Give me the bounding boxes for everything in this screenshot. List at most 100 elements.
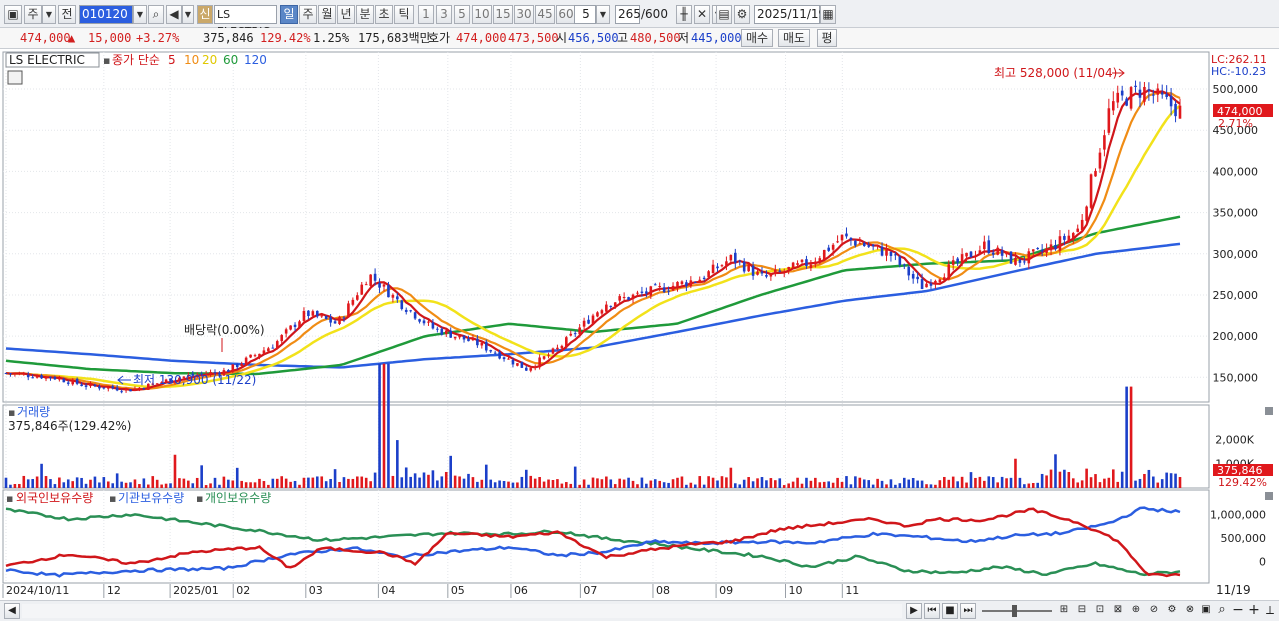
search-icon[interactable]: ⌕ <box>148 5 164 24</box>
candle-body <box>324 315 328 319</box>
stock-chart[interactable]: 500,000 450,000 400,000 350,000 300,000 250,0… <box>0 50 1279 621</box>
candle-body <box>391 294 395 298</box>
settings-icon[interactable]: ⚙ <box>1167 604 1177 615</box>
volume-bar <box>956 481 959 488</box>
interval-10[interactable]: 10 <box>472 5 492 24</box>
fit-icon[interactable]: ⟂ <box>1265 603 1274 617</box>
volume-bar <box>902 477 906 488</box>
speaker-dropdown-icon[interactable]: ▼ <box>182 5 194 24</box>
tab-day[interactable]: 일 <box>280 5 298 24</box>
tab-week[interactable]: 주 <box>299 5 317 24</box>
volume-bar <box>258 478 261 488</box>
volume-bar <box>1174 473 1177 488</box>
candle-body <box>618 296 621 301</box>
candle-body <box>840 234 844 241</box>
prev-button[interactable]: 전 <box>58 5 76 24</box>
buy-button[interactable]: 매수 <box>741 29 773 47</box>
save-icon[interactable]: ▤ <box>716 5 732 24</box>
average-button[interactable]: 평 <box>817 29 837 47</box>
period-dropdown-icon[interactable]: ▼ <box>42 5 56 24</box>
sell-button[interactable]: 매도 <box>778 29 810 47</box>
candle-body <box>444 330 448 334</box>
interval-dropdown-icon[interactable]: ▼ <box>596 5 610 24</box>
interval-input[interactable]: 5 <box>574 5 596 24</box>
volume-bar <box>516 482 519 488</box>
stock-code-input[interactable]: 010120 <box>79 5 133 24</box>
volume-bar <box>4 477 8 488</box>
volume-bar <box>444 471 448 488</box>
candle-body <box>209 372 212 375</box>
interval-15[interactable]: 15 <box>493 5 513 24</box>
pin-icon[interactable]: ⊗ <box>1185 604 1195 615</box>
indicator-icon[interactable]: ⊕ <box>1131 604 1141 615</box>
candle-body <box>756 271 759 275</box>
volume-bar <box>667 482 670 488</box>
stop-icon[interactable]: ■ <box>942 603 958 619</box>
scroll-right-icon[interactable]: ▶ <box>906 603 922 619</box>
volume-bar <box>1080 480 1084 488</box>
volume-bar <box>520 476 524 488</box>
zoom-out-icon[interactable]: − <box>1232 602 1244 618</box>
candle-body <box>938 279 942 283</box>
calc-icon[interactable] <box>7 70 23 85</box>
interval-60[interactable]: 60 <box>556 5 576 24</box>
zoom-search-icon[interactable]: ⌕ <box>1218 602 1226 617</box>
calendar-icon[interactable]: ▦ <box>820 5 836 24</box>
candle-body <box>138 387 141 390</box>
candle-body <box>106 387 110 389</box>
date-input[interactable]: 2025/11/19 <box>754 5 826 24</box>
candle-body <box>258 353 261 357</box>
export-icon[interactable]: ⊠ <box>1113 604 1123 615</box>
layout-icon[interactable]: ▣ <box>4 5 22 24</box>
volume-bar <box>1160 479 1164 488</box>
volume-bar <box>209 483 212 488</box>
x-tick-label: 03 <box>309 584 323 597</box>
interval-1[interactable]: 1 <box>418 5 434 24</box>
interval-30[interactable]: 30 <box>514 5 534 24</box>
volume-bar <box>867 480 871 488</box>
tab-month[interactable]: 월 <box>318 5 336 24</box>
x-tick-label: 12 <box>107 584 121 597</box>
compare-icon[interactable]: ⊟ <box>1077 604 1087 615</box>
volume-bar <box>289 481 292 488</box>
bid-price: 473,500 <box>508 31 559 45</box>
new-button[interactable]: 신 <box>197 5 213 24</box>
volume-bar <box>974 477 977 488</box>
tab-minute[interactable]: 분 <box>356 5 374 24</box>
zoom-slider-handle[interactable] <box>1012 605 1017 617</box>
scroll-track[interactable] <box>22 604 902 618</box>
interval-5[interactable]: 5 <box>454 5 470 24</box>
scroll-left-icon[interactable]: ◀ <box>4 603 20 619</box>
overlay-icon[interactable]: ⊡ <box>1095 604 1105 615</box>
count-input[interactable]: 265 <box>615 5 641 24</box>
holding-panel-close-icon[interactable] <box>1265 492 1273 500</box>
candle-body <box>9 373 12 375</box>
rewind-icon[interactable]: ⏮ <box>924 603 940 619</box>
tab-year[interactable]: 년 <box>337 5 355 24</box>
zoom-slider[interactable] <box>982 610 1052 612</box>
volume-bar <box>280 476 284 488</box>
volume-bar <box>253 482 257 488</box>
volume-bar <box>662 482 666 488</box>
tab-second[interactable]: 초 <box>375 5 393 24</box>
period-button[interactable]: 주 <box>24 5 42 24</box>
code-dropdown-icon[interactable]: ▼ <box>133 5 147 24</box>
chart-type-icon[interactable]: ⊞ <box>1059 604 1069 615</box>
speaker-icon[interactable]: ◀ <box>166 5 182 24</box>
forward-icon[interactable]: ⏭ <box>960 603 976 619</box>
lock-icon[interactable]: ⊘ <box>1149 604 1159 615</box>
volume-bar <box>26 479 30 488</box>
crosshair-icon[interactable]: ✕ <box>694 5 710 24</box>
volume-panel-close-icon[interactable] <box>1265 407 1273 415</box>
volume-bar <box>124 482 128 488</box>
candle-icon[interactable]: ╫ <box>676 5 692 24</box>
volume-bar <box>1005 478 1008 488</box>
zoom-in-icon[interactable]: + <box>1248 602 1260 618</box>
interval-45[interactable]: 45 <box>535 5 555 24</box>
candle-body <box>311 311 315 316</box>
volume-bullet: ▪ <box>8 406 15 419</box>
tab-tick[interactable]: 틱 <box>394 5 414 24</box>
save-chart-icon[interactable]: ▣ <box>1201 604 1211 615</box>
interval-3[interactable]: 3 <box>436 5 452 24</box>
gear-icon[interactable]: ⚙ <box>734 5 750 24</box>
